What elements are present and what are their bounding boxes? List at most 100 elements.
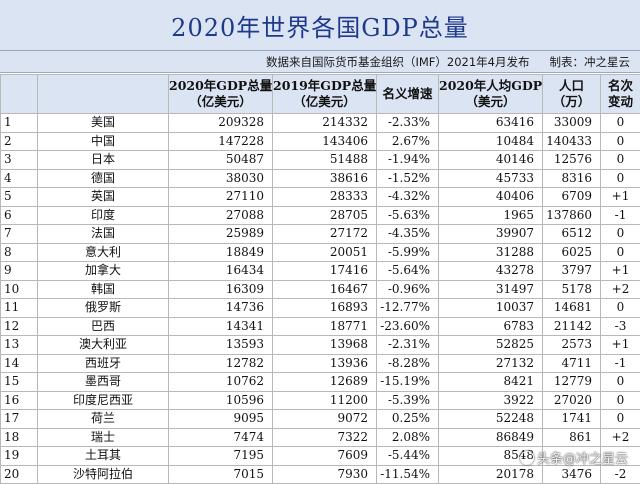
rank-cell[interactable]: 16 bbox=[1, 391, 38, 410]
column-header[interactable]: 2020年人均GDP（美元） bbox=[439, 75, 543, 114]
growth-cell[interactable]: 0.25% bbox=[377, 410, 439, 429]
gdp-2020-cell[interactable]: 38030 bbox=[169, 169, 273, 188]
population-cell[interactable]: 861 bbox=[543, 428, 601, 447]
country-cell[interactable]: 墨西哥 bbox=[38, 373, 169, 392]
growth-cell[interactable]: 2.67% bbox=[377, 132, 439, 151]
rank-cell[interactable]: 3 bbox=[1, 151, 38, 170]
country-cell[interactable]: 沙特阿拉伯 bbox=[38, 465, 169, 484]
growth-cell[interactable]: -4.32% bbox=[377, 188, 439, 207]
rank-change-cell[interactable]: 0 bbox=[601, 299, 640, 318]
gdp-2020-cell[interactable]: 14736 bbox=[169, 299, 273, 318]
rank-cell[interactable]: 11 bbox=[1, 299, 38, 318]
rank-change-cell[interactable]: 0 bbox=[601, 169, 640, 188]
gdp-2019-cell[interactable]: 9072 bbox=[273, 410, 377, 429]
rank-change-cell[interactable]: +2 bbox=[601, 428, 640, 447]
gdp-per-capita-cell[interactable]: 10484 bbox=[439, 132, 543, 151]
growth-cell[interactable]: -5.64% bbox=[377, 262, 439, 281]
population-cell[interactable]: 3476 bbox=[543, 465, 601, 484]
growth-cell[interactable]: -1.94% bbox=[377, 151, 439, 170]
country-cell[interactable]: 中国 bbox=[38, 132, 169, 151]
rank-cell[interactable]: 17 bbox=[1, 410, 38, 429]
country-cell[interactable]: 印度尼西亚 bbox=[38, 391, 169, 410]
rank-cell[interactable]: 13 bbox=[1, 336, 38, 355]
rank-cell[interactable]: 19 bbox=[1, 447, 38, 466]
country-cell[interactable]: 土耳其 bbox=[38, 447, 169, 466]
rank-cell[interactable]: 8 bbox=[1, 243, 38, 262]
gdp-2019-cell[interactable]: 51488 bbox=[273, 151, 377, 170]
growth-cell[interactable]: -2.31% bbox=[377, 336, 439, 355]
gdp-2020-cell[interactable]: 25989 bbox=[169, 225, 273, 244]
country-cell[interactable]: 澳大利亚 bbox=[38, 336, 169, 355]
rank-change-cell[interactable]: -1 bbox=[601, 206, 640, 225]
rank-cell[interactable]: 7 bbox=[1, 225, 38, 244]
rank-cell[interactable]: 18 bbox=[1, 428, 38, 447]
rank-cell[interactable]: 1 bbox=[1, 114, 38, 133]
country-cell[interactable]: 意大利 bbox=[38, 243, 169, 262]
gdp-per-capita-cell[interactable]: 3922 bbox=[439, 391, 543, 410]
column-header[interactable]: 2020年GDP总量（亿美元） bbox=[169, 75, 273, 114]
gdp-per-capita-cell[interactable]: 40406 bbox=[439, 188, 543, 207]
gdp-2020-cell[interactable]: 16434 bbox=[169, 262, 273, 281]
country-cell[interactable]: 巴西 bbox=[38, 317, 169, 336]
column-header[interactable]: 名义增速 bbox=[377, 75, 439, 114]
growth-cell[interactable]: -5.44% bbox=[377, 447, 439, 466]
rank-cell[interactable]: 12 bbox=[1, 317, 38, 336]
gdp-2020-cell[interactable]: 18849 bbox=[169, 243, 273, 262]
gdp-per-capita-cell[interactable]: 45733 bbox=[439, 169, 543, 188]
gdp-2020-cell[interactable]: 7474 bbox=[169, 428, 273, 447]
growth-cell[interactable]: -11.54% bbox=[377, 465, 439, 484]
gdp-per-capita-cell[interactable]: 39907 bbox=[439, 225, 543, 244]
gdp-2020-cell[interactable]: 50487 bbox=[169, 151, 273, 170]
population-cell[interactable]: 6709 bbox=[543, 188, 601, 207]
growth-cell[interactable]: -5.39% bbox=[377, 391, 439, 410]
growth-cell[interactable]: -23.60% bbox=[377, 317, 439, 336]
population-cell[interactable]: 14681 bbox=[543, 299, 601, 318]
gdp-2020-cell[interactable]: 209328 bbox=[169, 114, 273, 133]
column-header[interactable] bbox=[1, 75, 38, 114]
rank-change-cell[interactable]: -3 bbox=[601, 317, 640, 336]
gdp-per-capita-cell[interactable]: 31288 bbox=[439, 243, 543, 262]
rank-cell[interactable]: 5 bbox=[1, 188, 38, 207]
country-cell[interactable]: 瑞士 bbox=[38, 428, 169, 447]
gdp-2019-cell[interactable]: 11200 bbox=[273, 391, 377, 410]
growth-cell[interactable]: -8.28% bbox=[377, 354, 439, 373]
country-cell[interactable]: 日本 bbox=[38, 151, 169, 170]
rank-change-cell[interactable]: 0 bbox=[601, 114, 640, 133]
rank-change-cell[interactable]: 0 bbox=[601, 410, 640, 429]
gdp-per-capita-cell[interactable]: 52248 bbox=[439, 410, 543, 429]
rank-change-cell[interactable]: +2 bbox=[601, 280, 640, 299]
gdp-2019-cell[interactable]: 38616 bbox=[273, 169, 377, 188]
population-cell[interactable]: 137860 bbox=[543, 206, 601, 225]
rank-cell[interactable]: 6 bbox=[1, 206, 38, 225]
rank-cell[interactable]: 10 bbox=[1, 280, 38, 299]
rank-change-cell[interactable]: 0 bbox=[601, 132, 640, 151]
gdp-per-capita-cell[interactable]: 31497 bbox=[439, 280, 543, 299]
country-cell[interactable]: 印度 bbox=[38, 206, 169, 225]
gdp-2019-cell[interactable]: 28333 bbox=[273, 188, 377, 207]
gdp-2020-cell[interactable]: 27088 bbox=[169, 206, 273, 225]
column-header[interactable]: 2019年GDP总量（亿美元） bbox=[273, 75, 377, 114]
gdp-2020-cell[interactable]: 147228 bbox=[169, 132, 273, 151]
gdp-2020-cell[interactable]: 10596 bbox=[169, 391, 273, 410]
country-cell[interactable]: 韩国 bbox=[38, 280, 169, 299]
rank-change-cell[interactable]: +1 bbox=[601, 262, 640, 281]
country-cell[interactable]: 法国 bbox=[38, 225, 169, 244]
rank-change-cell[interactable]: +1 bbox=[601, 336, 640, 355]
rank-cell[interactable]: 20 bbox=[1, 465, 38, 484]
gdp-2019-cell[interactable]: 143406 bbox=[273, 132, 377, 151]
growth-cell[interactable]: -0.96% bbox=[377, 280, 439, 299]
gdp-per-capita-cell[interactable]: 52825 bbox=[439, 336, 543, 355]
growth-cell[interactable]: -5.99% bbox=[377, 243, 439, 262]
growth-cell[interactable]: -1.52% bbox=[377, 169, 439, 188]
population-cell[interactable]: 5178 bbox=[543, 280, 601, 299]
gdp-2019-cell[interactable]: 7609 bbox=[273, 447, 377, 466]
growth-cell[interactable]: 2.08% bbox=[377, 428, 439, 447]
rank-change-cell[interactable]: 0 bbox=[601, 225, 640, 244]
gdp-per-capita-cell[interactable]: 86849 bbox=[439, 428, 543, 447]
population-cell[interactable]: 4711 bbox=[543, 354, 601, 373]
population-cell[interactable]: 33009 bbox=[543, 114, 601, 133]
population-cell[interactable]: 140433 bbox=[543, 132, 601, 151]
population-cell[interactable]: 21142 bbox=[543, 317, 601, 336]
country-cell[interactable]: 美国 bbox=[38, 114, 169, 133]
gdp-per-capita-cell[interactable]: 43278 bbox=[439, 262, 543, 281]
